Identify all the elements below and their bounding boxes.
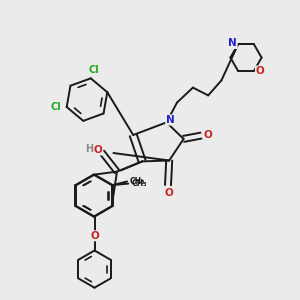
Text: O: O [255,66,264,76]
Text: N: N [228,38,237,49]
Text: O: O [203,130,212,140]
Text: CH₃: CH₃ [131,179,147,188]
Text: H: H [85,144,94,154]
Text: Cl: Cl [51,102,62,112]
Text: O: O [90,231,99,241]
Text: O: O [164,188,173,198]
Text: O: O [93,145,102,155]
Text: Cl: Cl [88,65,99,75]
Text: N: N [166,115,175,125]
Text: CH₃: CH₃ [130,177,145,186]
